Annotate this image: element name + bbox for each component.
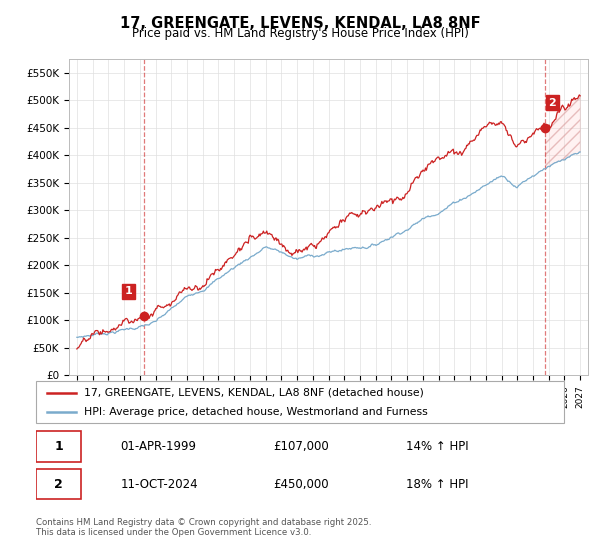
FancyBboxPatch shape xyxy=(36,469,81,500)
Text: 01-APR-1999: 01-APR-1999 xyxy=(121,440,196,453)
Text: £107,000: £107,000 xyxy=(274,440,329,453)
Text: 11-OCT-2024: 11-OCT-2024 xyxy=(121,478,198,491)
Text: 14% ↑ HPI: 14% ↑ HPI xyxy=(406,440,468,453)
Text: Price paid vs. HM Land Registry's House Price Index (HPI): Price paid vs. HM Land Registry's House … xyxy=(131,27,469,40)
Text: 2: 2 xyxy=(55,478,63,491)
Text: Contains HM Land Registry data © Crown copyright and database right 2025.
This d: Contains HM Land Registry data © Crown c… xyxy=(36,518,371,538)
Text: £450,000: £450,000 xyxy=(274,478,329,491)
Text: 1: 1 xyxy=(55,440,63,453)
Text: 17, GREENGATE, LEVENS, KENDAL, LA8 8NF: 17, GREENGATE, LEVENS, KENDAL, LA8 8NF xyxy=(119,16,481,31)
Text: 18% ↑ HPI: 18% ↑ HPI xyxy=(406,478,468,491)
Text: HPI: Average price, detached house, Westmorland and Furness: HPI: Average price, detached house, West… xyxy=(83,407,427,417)
Text: 1: 1 xyxy=(125,286,133,296)
Text: 2: 2 xyxy=(548,97,556,108)
FancyBboxPatch shape xyxy=(36,431,81,461)
Text: 17, GREENGATE, LEVENS, KENDAL, LA8 8NF (detached house): 17, GREENGATE, LEVENS, KENDAL, LA8 8NF (… xyxy=(83,388,424,398)
